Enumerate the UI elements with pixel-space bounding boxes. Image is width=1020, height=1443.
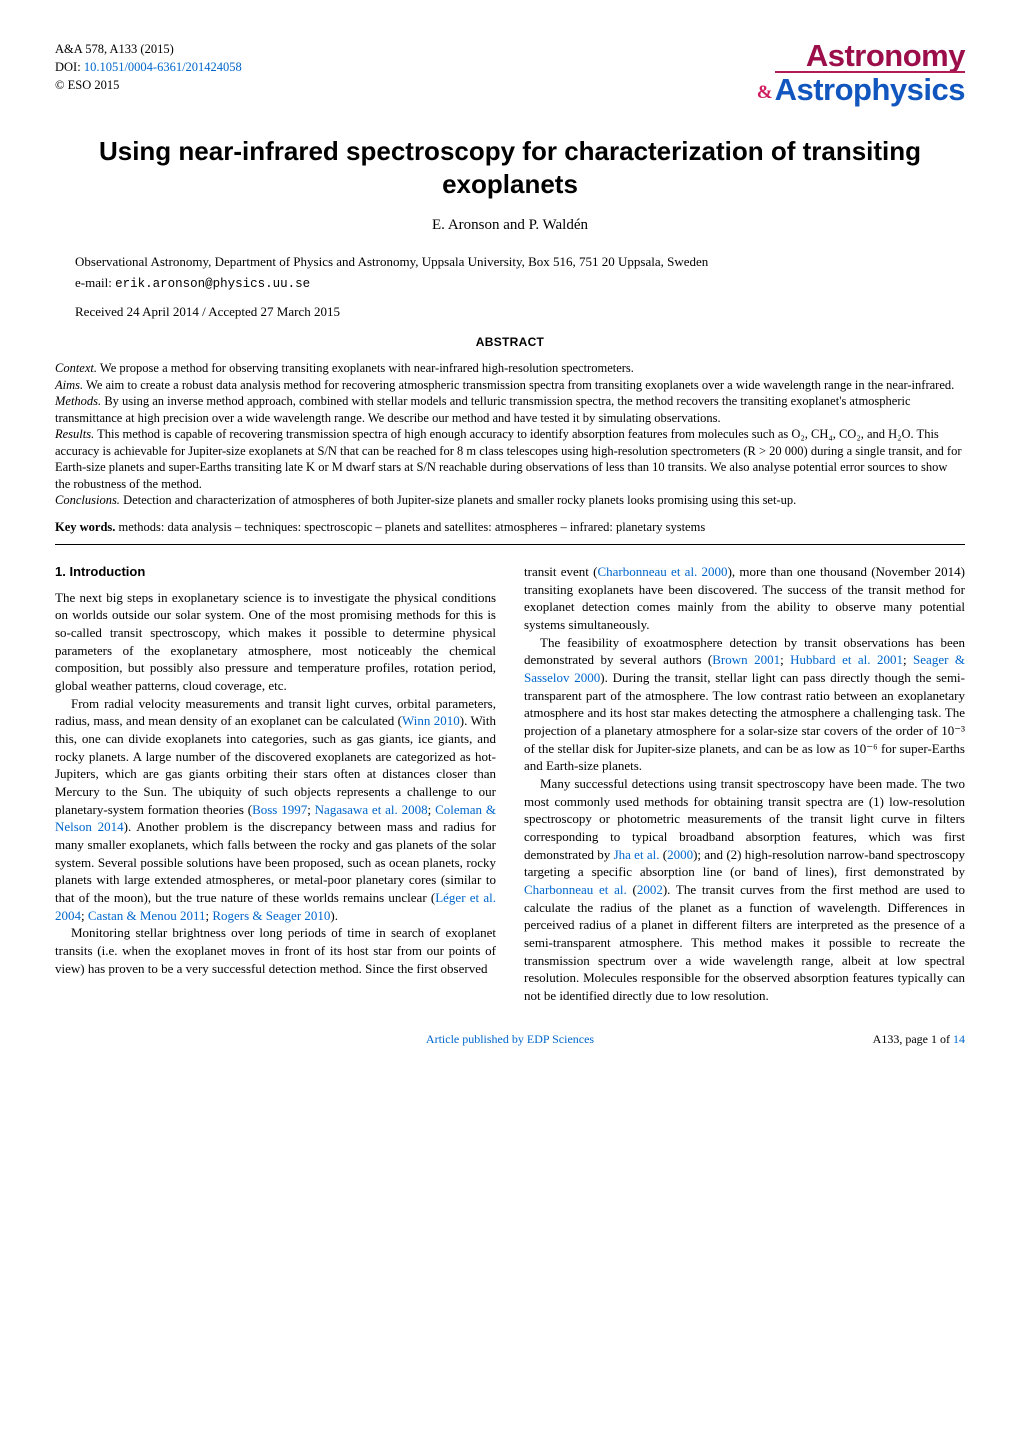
abstract: Context. We propose a method for observi… <box>55 360 965 509</box>
divider <box>55 544 965 545</box>
email: erik.aronson@physics.uu.se <box>115 277 310 291</box>
column-right: transit event (Charbonneau et al. 2000),… <box>524 563 965 1005</box>
cite-brown2001[interactable]: Brown 2001 <box>712 652 780 667</box>
header: A&A 578, A133 (2015) DOI: 10.1051/0004-6… <box>55 40 965 107</box>
p5-text-c: ; <box>903 652 913 667</box>
p5-text-b: ; <box>780 652 790 667</box>
cite-boss1997[interactable]: Boss 1997 <box>252 802 307 817</box>
cite-jha-year[interactable]: 2000 <box>667 847 693 862</box>
abstract-context: Context. We propose a method for observi… <box>55 360 965 377</box>
keywords-label: Key words. <box>55 520 119 534</box>
results-label: Results. <box>55 427 94 441</box>
p2-text-d: ; <box>428 802 435 817</box>
p6-text-e: ). The transit curves from the first met… <box>524 882 965 1003</box>
copyright: © ESO 2015 <box>55 76 242 94</box>
cite-rogers2010[interactable]: Rogers & Seager 2010 <box>212 908 330 923</box>
cite-jha[interactable]: Jha et al. <box>614 847 660 862</box>
footer-publisher-link[interactable]: Article published by EDP Sciences <box>215 1031 805 1047</box>
p4-text-a: transit event ( <box>524 564 597 579</box>
conclusions-label: Conclusions. <box>55 493 120 507</box>
p2-text-c: ; <box>307 802 314 817</box>
cite-castan2011[interactable]: Castan & Menou 2011 <box>88 908 206 923</box>
abstract-conclusions: Conclusions. Detection and characterizat… <box>55 492 965 509</box>
logo-astronomy: Astronomy <box>757 40 965 71</box>
p2-text-h: ). <box>330 908 338 923</box>
p6-text-b: ( <box>659 847 667 862</box>
aims-text: We aim to create a robust data analysis … <box>83 378 954 392</box>
cite-nagasawa2008[interactable]: Nagasawa et al. 2008 <box>315 802 428 817</box>
doi-label: DOI: <box>55 60 84 74</box>
logo-astrophysics: Astrophysics <box>775 71 965 107</box>
p5-text-d: ). During the transit, stellar light can… <box>524 670 965 773</box>
journal-logo: Astronomy &Astrophysics <box>757 40 965 107</box>
cite-hubbard2001[interactable]: Hubbard et al. 2001 <box>790 652 903 667</box>
methods-text: By using an inverse method approach, com… <box>55 394 911 425</box>
doi-link[interactable]: 10.1051/0004-6361/201424058 <box>84 60 242 74</box>
journal-meta: A&A 578, A133 (2015) DOI: 10.1051/0004-6… <box>55 40 242 94</box>
abstract-results: Results. This method is capable of recov… <box>55 426 965 492</box>
conclusions-text: Detection and characterization of atmosp… <box>120 493 796 507</box>
p6-text-d: ( <box>627 882 637 897</box>
footer-left <box>55 1031 215 1047</box>
results-text: This method is capable of recovering tra… <box>55 427 962 491</box>
email-line: e-mail: erik.aronson@physics.uu.se <box>75 274 965 293</box>
abstract-aims: Aims. We aim to create a robust data ana… <box>55 377 965 394</box>
keywords-line: Key words. methods: data analysis – tech… <box>55 519 965 536</box>
para-2: From radial velocity measurements and tr… <box>55 695 496 925</box>
journal-ref: A&A 578, A133 (2015) <box>55 40 242 58</box>
cite-charbonneau-year[interactable]: 2002 <box>637 882 663 897</box>
aims-label: Aims. <box>55 378 83 392</box>
para-4: transit event (Charbonneau et al. 2000),… <box>524 563 965 634</box>
authors: E. Aronson and P. Waldén <box>55 215 965 235</box>
para-1: The next big steps in exoplanetary scien… <box>55 589 496 695</box>
abstract-heading: ABSTRACT <box>55 334 965 350</box>
para-5: The feasibility of exoatmosphere detecti… <box>524 634 965 775</box>
footer-page: A133, page 1 of 14 <box>805 1031 965 1047</box>
body-columns: 1. Introduction The next big steps in ex… <box>55 563 965 1005</box>
para-3: Monitoring stellar brightness over long … <box>55 924 496 977</box>
methods-label: Methods. <box>55 394 101 408</box>
context-label: Context. <box>55 361 97 375</box>
footer: Article published by EDP Sciences A133, … <box>55 1031 965 1047</box>
email-label: e-mail: <box>75 275 115 290</box>
logo-line2: &Astrophysics <box>757 71 965 107</box>
context-text: We propose a method for observing transi… <box>97 361 634 375</box>
para-6: Many successful detections using transit… <box>524 775 965 1005</box>
abstract-methods: Methods. By using an inverse method appr… <box>55 393 965 426</box>
received-accepted: Received 24 April 2014 / Accepted 27 Mar… <box>75 303 965 321</box>
section-1-heading: 1. Introduction <box>55 563 496 581</box>
paper-title: Using near-infrared spectroscopy for cha… <box>55 135 965 202</box>
keywords-text: methods: data analysis – techniques: spe… <box>119 520 706 534</box>
cite-charbonneau[interactable]: Charbonneau et al. <box>524 882 627 897</box>
page-label: A133, page 1 of <box>873 1032 953 1046</box>
p2-text-f: ; <box>81 908 88 923</box>
doi-line: DOI: 10.1051/0004-6361/201424058 <box>55 58 242 76</box>
column-left: 1. Introduction The next big steps in ex… <box>55 563 496 1005</box>
affiliation: Observational Astronomy, Department of P… <box>75 253 965 271</box>
cite-winn2010[interactable]: Winn 2010 <box>402 713 460 728</box>
logo-ampersand: & <box>757 80 773 106</box>
cite-charbonneau2000[interactable]: Charbonneau et al. 2000 <box>597 564 727 579</box>
page-total-link[interactable]: 14 <box>953 1032 965 1046</box>
